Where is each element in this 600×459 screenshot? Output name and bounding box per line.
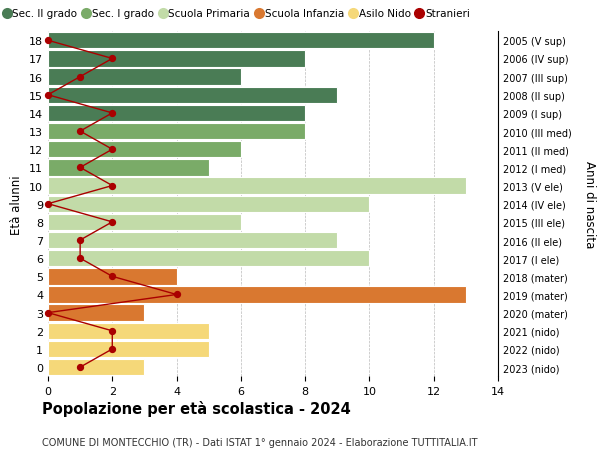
Point <box>107 273 117 280</box>
Point <box>107 56 117 63</box>
Point <box>107 110 117 118</box>
Bar <box>48 269 176 285</box>
Bar <box>48 123 305 140</box>
Bar <box>48 106 305 122</box>
Text: Popolazione per età scolastica - 2024: Popolazione per età scolastica - 2024 <box>42 400 351 416</box>
Bar <box>48 69 241 85</box>
Bar <box>48 287 466 303</box>
Point <box>107 327 117 335</box>
Bar <box>48 178 466 194</box>
Bar <box>48 87 337 104</box>
Text: COMUNE DI MONTECCHIO (TR) - Dati ISTAT 1° gennaio 2024 - Elaborazione TUTTITALIA: COMUNE DI MONTECCHIO (TR) - Dati ISTAT 1… <box>42 437 478 447</box>
Point <box>107 346 117 353</box>
Point <box>107 218 117 226</box>
Y-axis label: Anni di nascita: Anni di nascita <box>583 161 596 248</box>
Bar <box>48 51 305 67</box>
Point <box>43 92 53 99</box>
Legend: Sec. II grado, Sec. I grado, Scuola Primaria, Scuola Infanzia, Asilo Nido, Stran: Sec. II grado, Sec. I grado, Scuola Prim… <box>0 5 474 23</box>
Bar <box>48 33 434 49</box>
Point <box>76 74 85 81</box>
Bar <box>48 214 241 230</box>
Bar <box>48 323 209 339</box>
Point <box>107 183 117 190</box>
Point <box>43 201 53 208</box>
Point <box>172 291 181 298</box>
Bar <box>48 341 209 358</box>
Point <box>107 146 117 154</box>
Point <box>76 164 85 172</box>
Point <box>43 38 53 45</box>
Bar <box>48 196 370 213</box>
Point <box>76 128 85 135</box>
Point <box>43 309 53 317</box>
Y-axis label: Età alunni: Età alunni <box>10 174 23 234</box>
Bar <box>48 232 337 249</box>
Bar <box>48 305 145 321</box>
Bar <box>48 251 370 267</box>
Bar <box>48 142 241 158</box>
Point <box>76 364 85 371</box>
Point <box>76 237 85 244</box>
Point <box>76 255 85 262</box>
Bar <box>48 359 145 375</box>
Bar <box>48 160 209 176</box>
